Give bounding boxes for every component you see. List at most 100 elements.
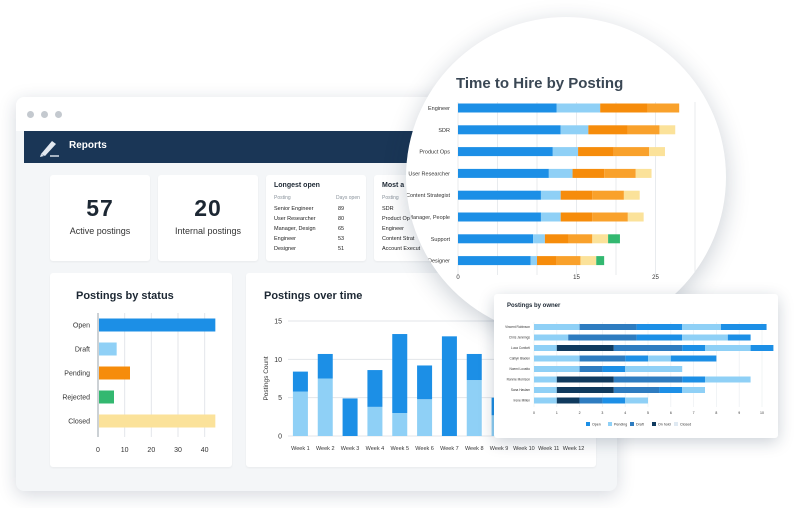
hire-category-label: Manager, People	[408, 215, 450, 221]
hire-bar-segment	[533, 234, 545, 244]
longest-open-days: 80	[338, 216, 345, 222]
owner-bar-segment	[613, 345, 683, 351]
hire-bar-segment	[544, 234, 569, 244]
time-x-tick: Week 4	[366, 446, 385, 452]
owner-bar-segment	[705, 376, 751, 383]
hire-category-label: Engineer	[428, 106, 450, 112]
internal-postings-label: Internal postings	[174, 226, 242, 236]
longest-open-card: Longest open Posting Days open Senior En…	[266, 175, 366, 261]
hire-x-tick: 0	[456, 275, 460, 281]
status-category-label: Pending	[64, 371, 90, 378]
time-bar-dark	[317, 353, 333, 379]
time-bar-dark	[292, 371, 308, 392]
status-x-tick: 20	[147, 447, 155, 454]
owner-bar-segment	[556, 376, 614, 383]
hire-bar-segment	[458, 168, 549, 178]
hire-bar-segment	[458, 190, 541, 200]
owner-bar-segment	[670, 355, 717, 362]
window-dot-maximize[interactable]	[55, 111, 62, 118]
longest-open-title: Longest open	[274, 182, 320, 189]
hire-bar-segment	[627, 125, 660, 135]
hire-bar-segment	[578, 147, 614, 157]
most-active-posting[interactable]: Content Strat	[382, 236, 415, 242]
status-category-label: Open	[73, 323, 90, 330]
hire-bar-segment	[580, 256, 597, 266]
postings-by-status-chart: Open Draft Pending Rejected Closed 0 10 20 30 40	[62, 313, 216, 454]
time-x-tick: Week 9	[490, 446, 509, 452]
most-active-posting[interactable]: Product Op	[382, 216, 410, 222]
time-x-tick: Week 3	[341, 446, 360, 452]
owner-bar-segment	[534, 324, 580, 330]
owner-bar-segment	[750, 345, 774, 351]
owner-legend-label: Draft	[636, 423, 644, 427]
owner-bar-segment	[682, 324, 721, 330]
longest-open-posting[interactable]: Designer	[274, 246, 297, 252]
most-active-posting[interactable]: Engineer	[382, 226, 405, 232]
hire-bar-segment	[537, 256, 557, 266]
status-bar	[99, 342, 117, 356]
hire-bar-segment	[458, 234, 534, 244]
window-dot-close[interactable]	[27, 111, 34, 118]
time-bar-light	[417, 399, 433, 436]
hire-category-label: Support	[431, 237, 451, 243]
owner-category-label: Ronnie Morrison	[507, 378, 531, 382]
owner-bar-segment	[579, 366, 603, 372]
owner-bar-segment	[659, 387, 683, 393]
owner-x-tick: 8	[715, 411, 717, 415]
owner-legend-label: On hold	[658, 423, 671, 427]
owner-bar-segment	[705, 345, 751, 351]
postings-by-owner-card: Postings by owner 0 1 2 3 4 5 6 7 8 9 10 Vincent Ro…	[494, 294, 778, 438]
longest-open-posting[interactable]: Senior Engineer	[274, 206, 314, 212]
reports-pen-icon	[40, 141, 59, 157]
postings-by-owner-title: Postings by owner	[507, 303, 561, 309]
owner-bar-segment	[602, 397, 626, 404]
hire-x-tick: 25	[652, 275, 659, 281]
hire-bar-segment	[635, 168, 652, 178]
longest-open-posting[interactable]: Manager, Design	[274, 226, 316, 232]
status-x-tick: 0	[96, 447, 100, 454]
hire-bar-segment	[458, 147, 553, 157]
hire-bar-segment	[552, 147, 579, 157]
most-active-posting[interactable]: SDR	[382, 206, 394, 212]
owner-category-label: Vincent Robinson	[505, 325, 530, 329]
owner-x-tick: 5	[647, 411, 649, 415]
owner-bar-segment	[648, 355, 671, 362]
postings-by-owner-chart: 0 1 2 3 4 5 6 7 8 9 10 Vincent Robinson Chris Jennin…	[505, 322, 774, 427]
col-posting-header: Posting	[274, 195, 291, 201]
owner-bar-segment	[579, 397, 603, 404]
status-bar	[99, 414, 216, 428]
owner-bar-segment	[534, 355, 580, 362]
owner-bar-segment	[636, 334, 683, 341]
owner-bar-segment	[534, 345, 557, 351]
owner-bar-segment	[625, 366, 683, 372]
time-bar-light	[292, 391, 308, 436]
status-bar	[99, 390, 114, 404]
owner-bar-segment	[682, 345, 705, 351]
longest-open-posting[interactable]: Engineer	[274, 236, 297, 242]
time-x-tick: Week 2	[316, 446, 335, 452]
hire-bar-segment	[556, 103, 601, 113]
longest-open-days: 65	[338, 226, 345, 232]
longest-open-posting[interactable]: User Researcher	[274, 216, 316, 222]
owner-bar-segment	[556, 397, 580, 404]
time-bar-light	[367, 406, 383, 436]
hire-bar-segment	[592, 212, 628, 222]
hire-bar-segment	[458, 212, 541, 222]
owner-bar-segment	[682, 334, 728, 341]
window-dot-minimize[interactable]	[41, 111, 48, 118]
owner-category-label: Sana Haslam	[511, 388, 530, 392]
owner-x-tick: 1	[556, 411, 558, 415]
hire-bar-segment	[588, 125, 628, 135]
owner-bar-segment	[625, 397, 648, 404]
most-active-posting[interactable]: Account Execut	[382, 246, 421, 252]
owner-bar-segment	[602, 366, 626, 372]
hire-category-label: SDR	[438, 128, 450, 134]
owner-bar-segment	[579, 355, 626, 362]
status-bar	[99, 318, 216, 332]
hire-bar-segment	[560, 212, 593, 222]
owner-bar-segment	[534, 366, 580, 372]
hire-bar-segment	[548, 168, 573, 178]
hire-bar-segment	[592, 234, 609, 244]
owner-legend-swatch	[630, 422, 634, 426]
time-bar-light	[392, 413, 408, 436]
